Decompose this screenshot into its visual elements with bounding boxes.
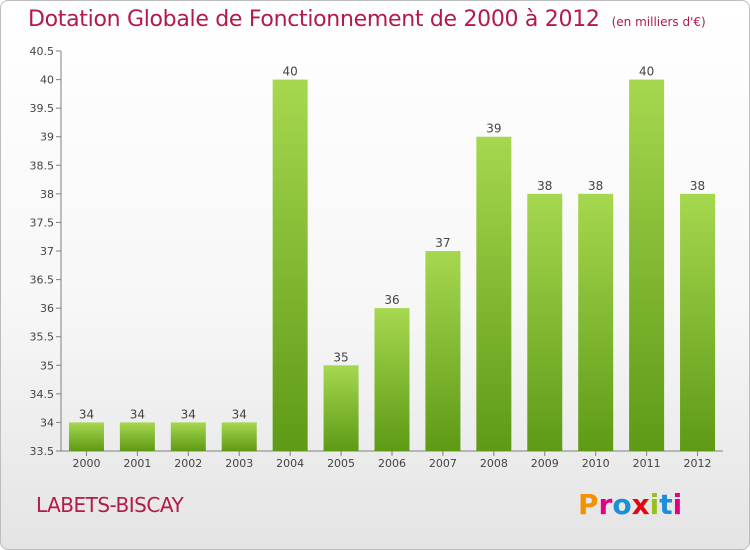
logo-letter: t — [659, 488, 673, 521]
x-tick-label: 2004 — [276, 457, 304, 470]
x-tick-label: 2002 — [174, 457, 202, 470]
logo-letter: x — [631, 488, 650, 521]
value-label: 37 — [435, 236, 450, 250]
value-label: 39 — [486, 122, 501, 136]
value-label: 34 — [79, 407, 94, 421]
bar-2004 — [272, 79, 308, 452]
x-tick-label: 2007 — [429, 457, 457, 470]
x-tick-label: 2005 — [327, 457, 355, 470]
x-tick-label: 2009 — [531, 457, 559, 470]
value-label: 40 — [639, 65, 654, 79]
y-tick-label: 34.5 — [30, 388, 55, 401]
bar-2002 — [170, 422, 206, 451]
y-tick-label: 37.5 — [30, 216, 55, 229]
bar-2010 — [578, 193, 614, 451]
value-label: 38 — [537, 179, 552, 193]
chart-unit-note: (en milliers d'€) — [611, 15, 706, 29]
value-label: 35 — [333, 350, 348, 364]
bar-2007 — [425, 251, 461, 451]
bar-2003 — [221, 422, 257, 451]
logo-letter: o — [612, 488, 632, 521]
chart-title-block: Dotation Globale de Fonctionnement de 20… — [28, 7, 706, 32]
value-label: 36 — [384, 293, 399, 307]
y-tick-label: 39 — [40, 131, 54, 144]
bar-2005 — [323, 365, 359, 451]
logo-letter: i — [672, 488, 683, 521]
value-label: 38 — [690, 179, 705, 193]
bar-2012 — [680, 193, 716, 451]
value-label: 34 — [130, 407, 145, 421]
y-tick-label: 38.5 — [30, 159, 55, 172]
y-tick-label: 33.5 — [30, 445, 55, 458]
chart-axes: 33.5 34 34.5 35 35.5 36 36.5 37 37.5 38 38.5 39 39.5… — [30, 45, 723, 470]
bar-2006 — [374, 308, 410, 451]
value-label: 34 — [181, 407, 196, 421]
y-tick-label: 35.5 — [30, 331, 55, 344]
logo-letter: i — [649, 488, 660, 521]
y-tick-label: 36.5 — [30, 274, 55, 287]
y-tick-label: 39.5 — [30, 102, 55, 115]
bar-2011 — [629, 79, 665, 452]
x-tick-label: 2012 — [684, 457, 712, 470]
value-label: 40 — [283, 65, 298, 79]
x-tick-label: 2003 — [225, 457, 253, 470]
commune-name: LABETS-BISCAY — [36, 493, 184, 517]
x-tick-label: 2008 — [480, 457, 508, 470]
proxiti-logo: Proxiti — [578, 488, 682, 521]
logo-letter: P — [578, 488, 599, 521]
y-tick-label: 37 — [40, 245, 54, 258]
y-tick-label: 40 — [40, 74, 54, 87]
value-label: 34 — [232, 407, 247, 421]
bar-2001 — [119, 422, 155, 451]
y-tick-label: 38 — [40, 188, 54, 201]
chart-bars — [68, 79, 716, 452]
x-tick-label: 2001 — [123, 457, 151, 470]
chart-value-labels: 34 34 34 34 40 35 36 37 39 38 38 40 38 — [79, 65, 705, 422]
y-tick-label: 36 — [40, 302, 54, 315]
y-tick-label: 34 — [40, 416, 54, 429]
x-tick-label: 2010 — [582, 457, 610, 470]
y-tick-label: 35 — [40, 359, 54, 372]
bar-2009 — [527, 193, 563, 451]
logo-letter: r — [598, 488, 613, 521]
x-tick-label: 2011 — [633, 457, 661, 470]
x-tick-label: 2006 — [378, 457, 406, 470]
chart-title: Dotation Globale de Fonctionnement de 20… — [28, 7, 600, 32]
bar-2000 — [68, 422, 104, 451]
y-tick-label: 40.5 — [30, 45, 55, 58]
x-tick-label: 2000 — [72, 457, 100, 470]
bar-2008 — [476, 136, 512, 451]
value-label: 38 — [588, 179, 603, 193]
